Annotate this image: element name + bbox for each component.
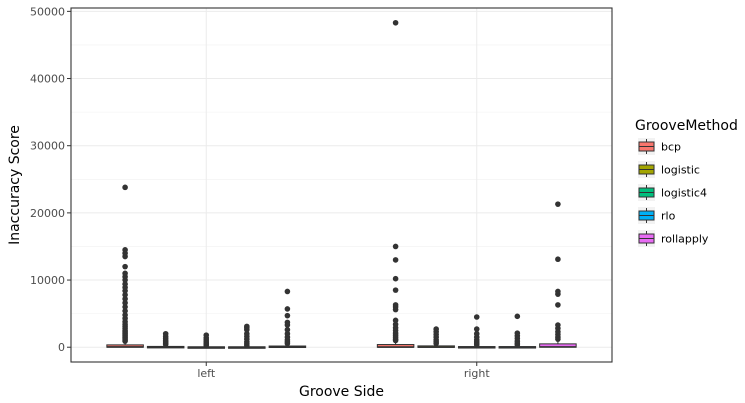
outlier-point xyxy=(514,313,521,320)
outlier-point xyxy=(122,308,128,314)
plot-area xyxy=(106,19,577,349)
box-bcp-right xyxy=(376,19,415,348)
legend-item-rollapply: rollapply xyxy=(638,230,709,247)
y-tick-label: 20000 xyxy=(30,207,65,220)
outlier-point xyxy=(203,332,210,338)
outlier-point xyxy=(122,304,128,310)
outlier-point xyxy=(392,243,399,250)
outlier-point xyxy=(244,323,250,330)
box-logistic-left xyxy=(146,330,185,349)
outlier-point xyxy=(392,321,399,328)
outlier-point xyxy=(392,275,399,282)
outlier-point xyxy=(122,263,128,270)
legend-label: rlo xyxy=(661,210,676,223)
box-bcp-left xyxy=(106,184,144,348)
outlier-point xyxy=(473,326,480,332)
legend-item-logistic: logistic xyxy=(638,161,700,178)
y-tick-label: 10000 xyxy=(30,274,65,287)
x-axis-title: Groove Side xyxy=(299,384,384,400)
box-logistic4-right xyxy=(457,314,496,349)
outlier-point xyxy=(392,287,399,293)
outlier-point xyxy=(473,330,480,337)
box-rollapply-left xyxy=(268,288,307,349)
legend-label: logistic4 xyxy=(661,187,707,200)
outlier-point xyxy=(122,270,128,277)
legend-item-rlo: rlo xyxy=(638,207,676,224)
outlier-point xyxy=(433,326,439,332)
legend-label: rollapply xyxy=(661,233,709,246)
outlier-point xyxy=(555,322,561,328)
x-tick-label: left xyxy=(197,367,216,380)
legend-label: logistic xyxy=(661,164,700,177)
outlier-point xyxy=(555,201,561,207)
legend-label: bcp xyxy=(661,141,681,154)
legend-title: GrooveMethod xyxy=(635,118,738,134)
outlier-point xyxy=(555,288,561,295)
outlier-point xyxy=(122,300,128,306)
outlier-point xyxy=(122,281,128,287)
x-tick-label: right xyxy=(464,367,491,380)
outlier-point xyxy=(392,302,399,308)
outlier-point xyxy=(122,296,128,302)
legend-item-bcp: bcp xyxy=(638,138,681,155)
outlier-point xyxy=(392,19,399,26)
outlier-point xyxy=(122,184,128,191)
outlier-point xyxy=(122,312,128,318)
outlier-point xyxy=(555,256,561,263)
outlier-point xyxy=(284,326,291,333)
box-rlo-right xyxy=(498,313,537,349)
outlier-point xyxy=(284,288,291,295)
outlier-point xyxy=(392,257,399,263)
outlier-point xyxy=(555,302,561,308)
outlier-point xyxy=(284,330,291,337)
box-rlo-left xyxy=(228,323,266,349)
box-logistic4-left xyxy=(187,332,226,349)
legend: GrooveMethod bcp logistic logistic4 rlo roll… xyxy=(635,118,738,247)
axes: 0 10000 20000 30000 40000 50000 left right xyxy=(30,5,490,380)
outlier-point xyxy=(122,292,128,298)
outlier-point xyxy=(122,247,128,253)
outlier-point xyxy=(284,319,291,326)
box-logistic-right xyxy=(417,326,455,348)
outlier-point xyxy=(284,312,291,319)
outlier-point xyxy=(392,317,399,324)
legend-item-logistic4: logistic4 xyxy=(638,184,707,201)
y-tick-label: 30000 xyxy=(30,140,65,153)
outlier-point xyxy=(514,330,521,336)
panel-border xyxy=(70,7,613,363)
y-tick-label: 50000 xyxy=(30,5,65,18)
box-rollapply-right xyxy=(539,201,577,348)
outlier-point xyxy=(284,306,291,312)
outlier-point xyxy=(162,330,169,337)
outlier-point xyxy=(244,330,250,337)
outlier-point xyxy=(473,314,480,320)
y-tick-label: 0 xyxy=(58,341,65,354)
y-tick-label: 40000 xyxy=(30,73,65,86)
y-axis-title: Inaccuracy Score xyxy=(7,125,23,245)
